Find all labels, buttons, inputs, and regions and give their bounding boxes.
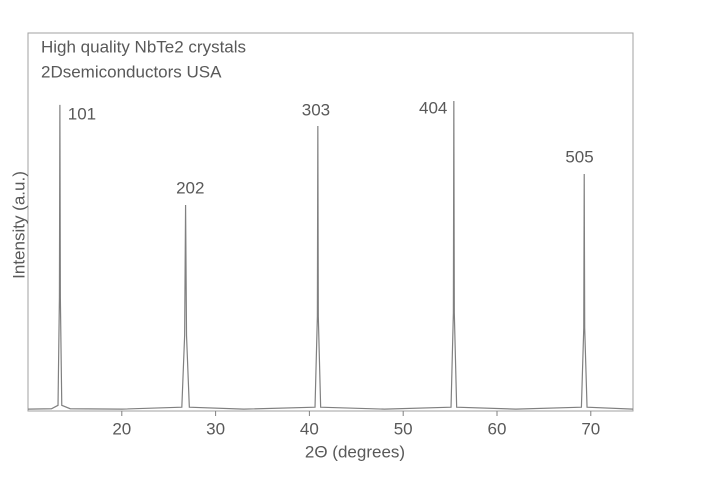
- peak-label: 404: [419, 98, 447, 117]
- x-tick-label: 40: [300, 419, 319, 438]
- x-axis-label: 2Θ (degrees): [305, 442, 405, 461]
- x-tick-label: 30: [206, 419, 225, 438]
- plot-frame: [27, 32, 634, 412]
- peak-label: 202: [176, 179, 204, 198]
- peak-label: 303: [302, 100, 330, 119]
- y-axis-label: Intensity (a.u.): [9, 171, 28, 279]
- x-tick-label: 20: [112, 419, 131, 438]
- x-tick-label: 50: [394, 419, 413, 438]
- x-tick-label: 70: [581, 419, 600, 438]
- chart-title: High quality NbTe2 crystals: [41, 37, 246, 56]
- chart-subtitle: 2Dsemiconductors USA: [41, 62, 222, 81]
- x-tick-label: 60: [488, 419, 507, 438]
- peak-label: 101: [68, 105, 96, 124]
- spectrum-line: [27, 101, 634, 410]
- peak-label: 505: [565, 148, 593, 167]
